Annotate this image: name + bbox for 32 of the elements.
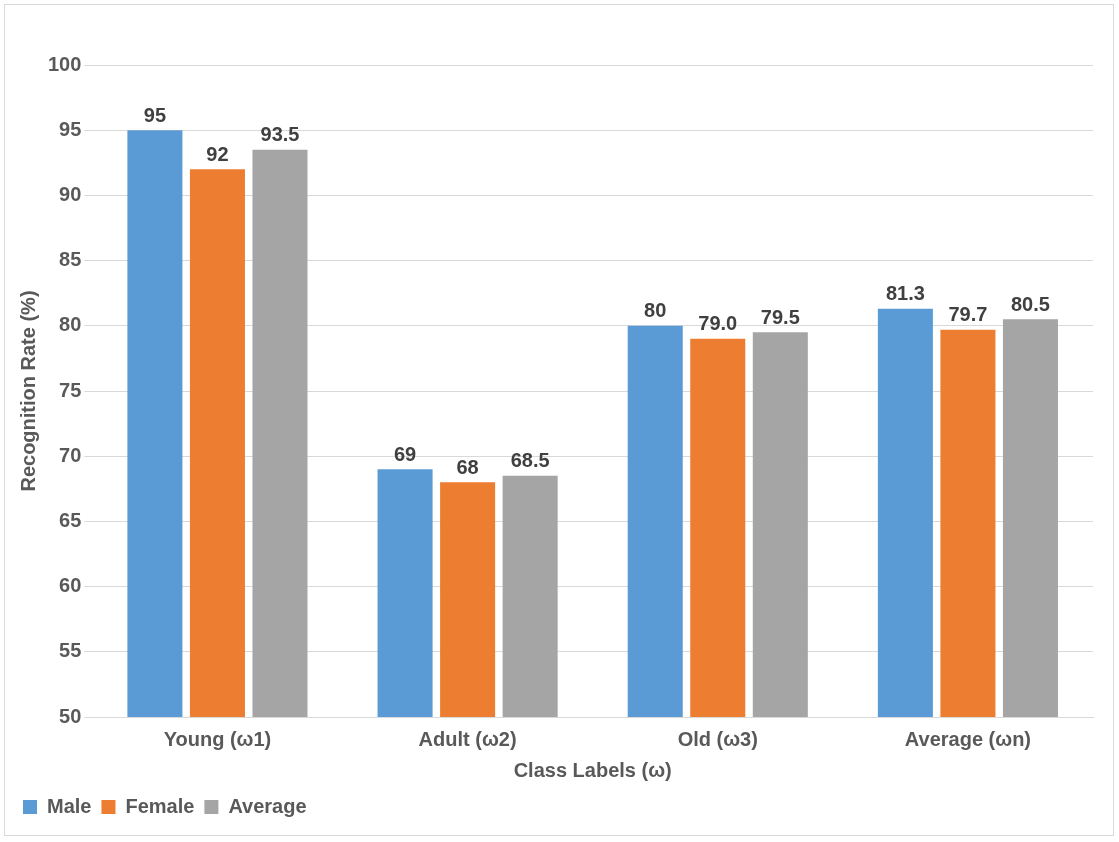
y-tick-label: 70: [59, 443, 82, 466]
y-axis-title: Recognition Rate (%): [16, 290, 39, 492]
y-tick-label: 100: [47, 52, 82, 75]
y-tick-label: 55: [59, 639, 82, 662]
data-label: 68.5: [510, 449, 550, 472]
legend-label: Average: [228, 794, 307, 817]
y-tick-label: 85: [59, 248, 82, 271]
data-label: 92: [206, 142, 229, 165]
data-label: 79.5: [760, 305, 800, 328]
x-tick-label: Old (ω3): [677, 727, 758, 750]
data-label: 93.5: [260, 123, 300, 146]
y-tick-label: 80: [59, 313, 82, 336]
data-label: 80.5: [1010, 292, 1050, 315]
x-tick-label: Adult (ω2): [418, 727, 517, 750]
data-label: 69: [393, 442, 417, 465]
data-label: 79.7: [948, 303, 988, 326]
x-tick-label: Average (ωn): [904, 727, 1032, 750]
x-axis-title: Class Labels (ω): [513, 758, 672, 781]
legend-label: Female: [125, 794, 195, 817]
y-tick-label: 65: [59, 508, 82, 531]
data-label: 80: [644, 299, 667, 322]
data-label: 68: [456, 455, 479, 478]
x-tick-label: Young (ω1): [163, 727, 272, 750]
y-tick-label: 95: [59, 117, 82, 140]
data-label: 95: [143, 103, 167, 126]
y-tick-label: 90: [59, 182, 82, 205]
y-tick-label: 60: [59, 574, 82, 597]
data-label: 81.3: [885, 282, 925, 305]
data-label: 79.0: [698, 312, 738, 335]
y-tick-label: 75: [59, 378, 82, 401]
legend-label: Male: [47, 794, 92, 817]
y-tick-label: 50: [59, 704, 82, 727]
